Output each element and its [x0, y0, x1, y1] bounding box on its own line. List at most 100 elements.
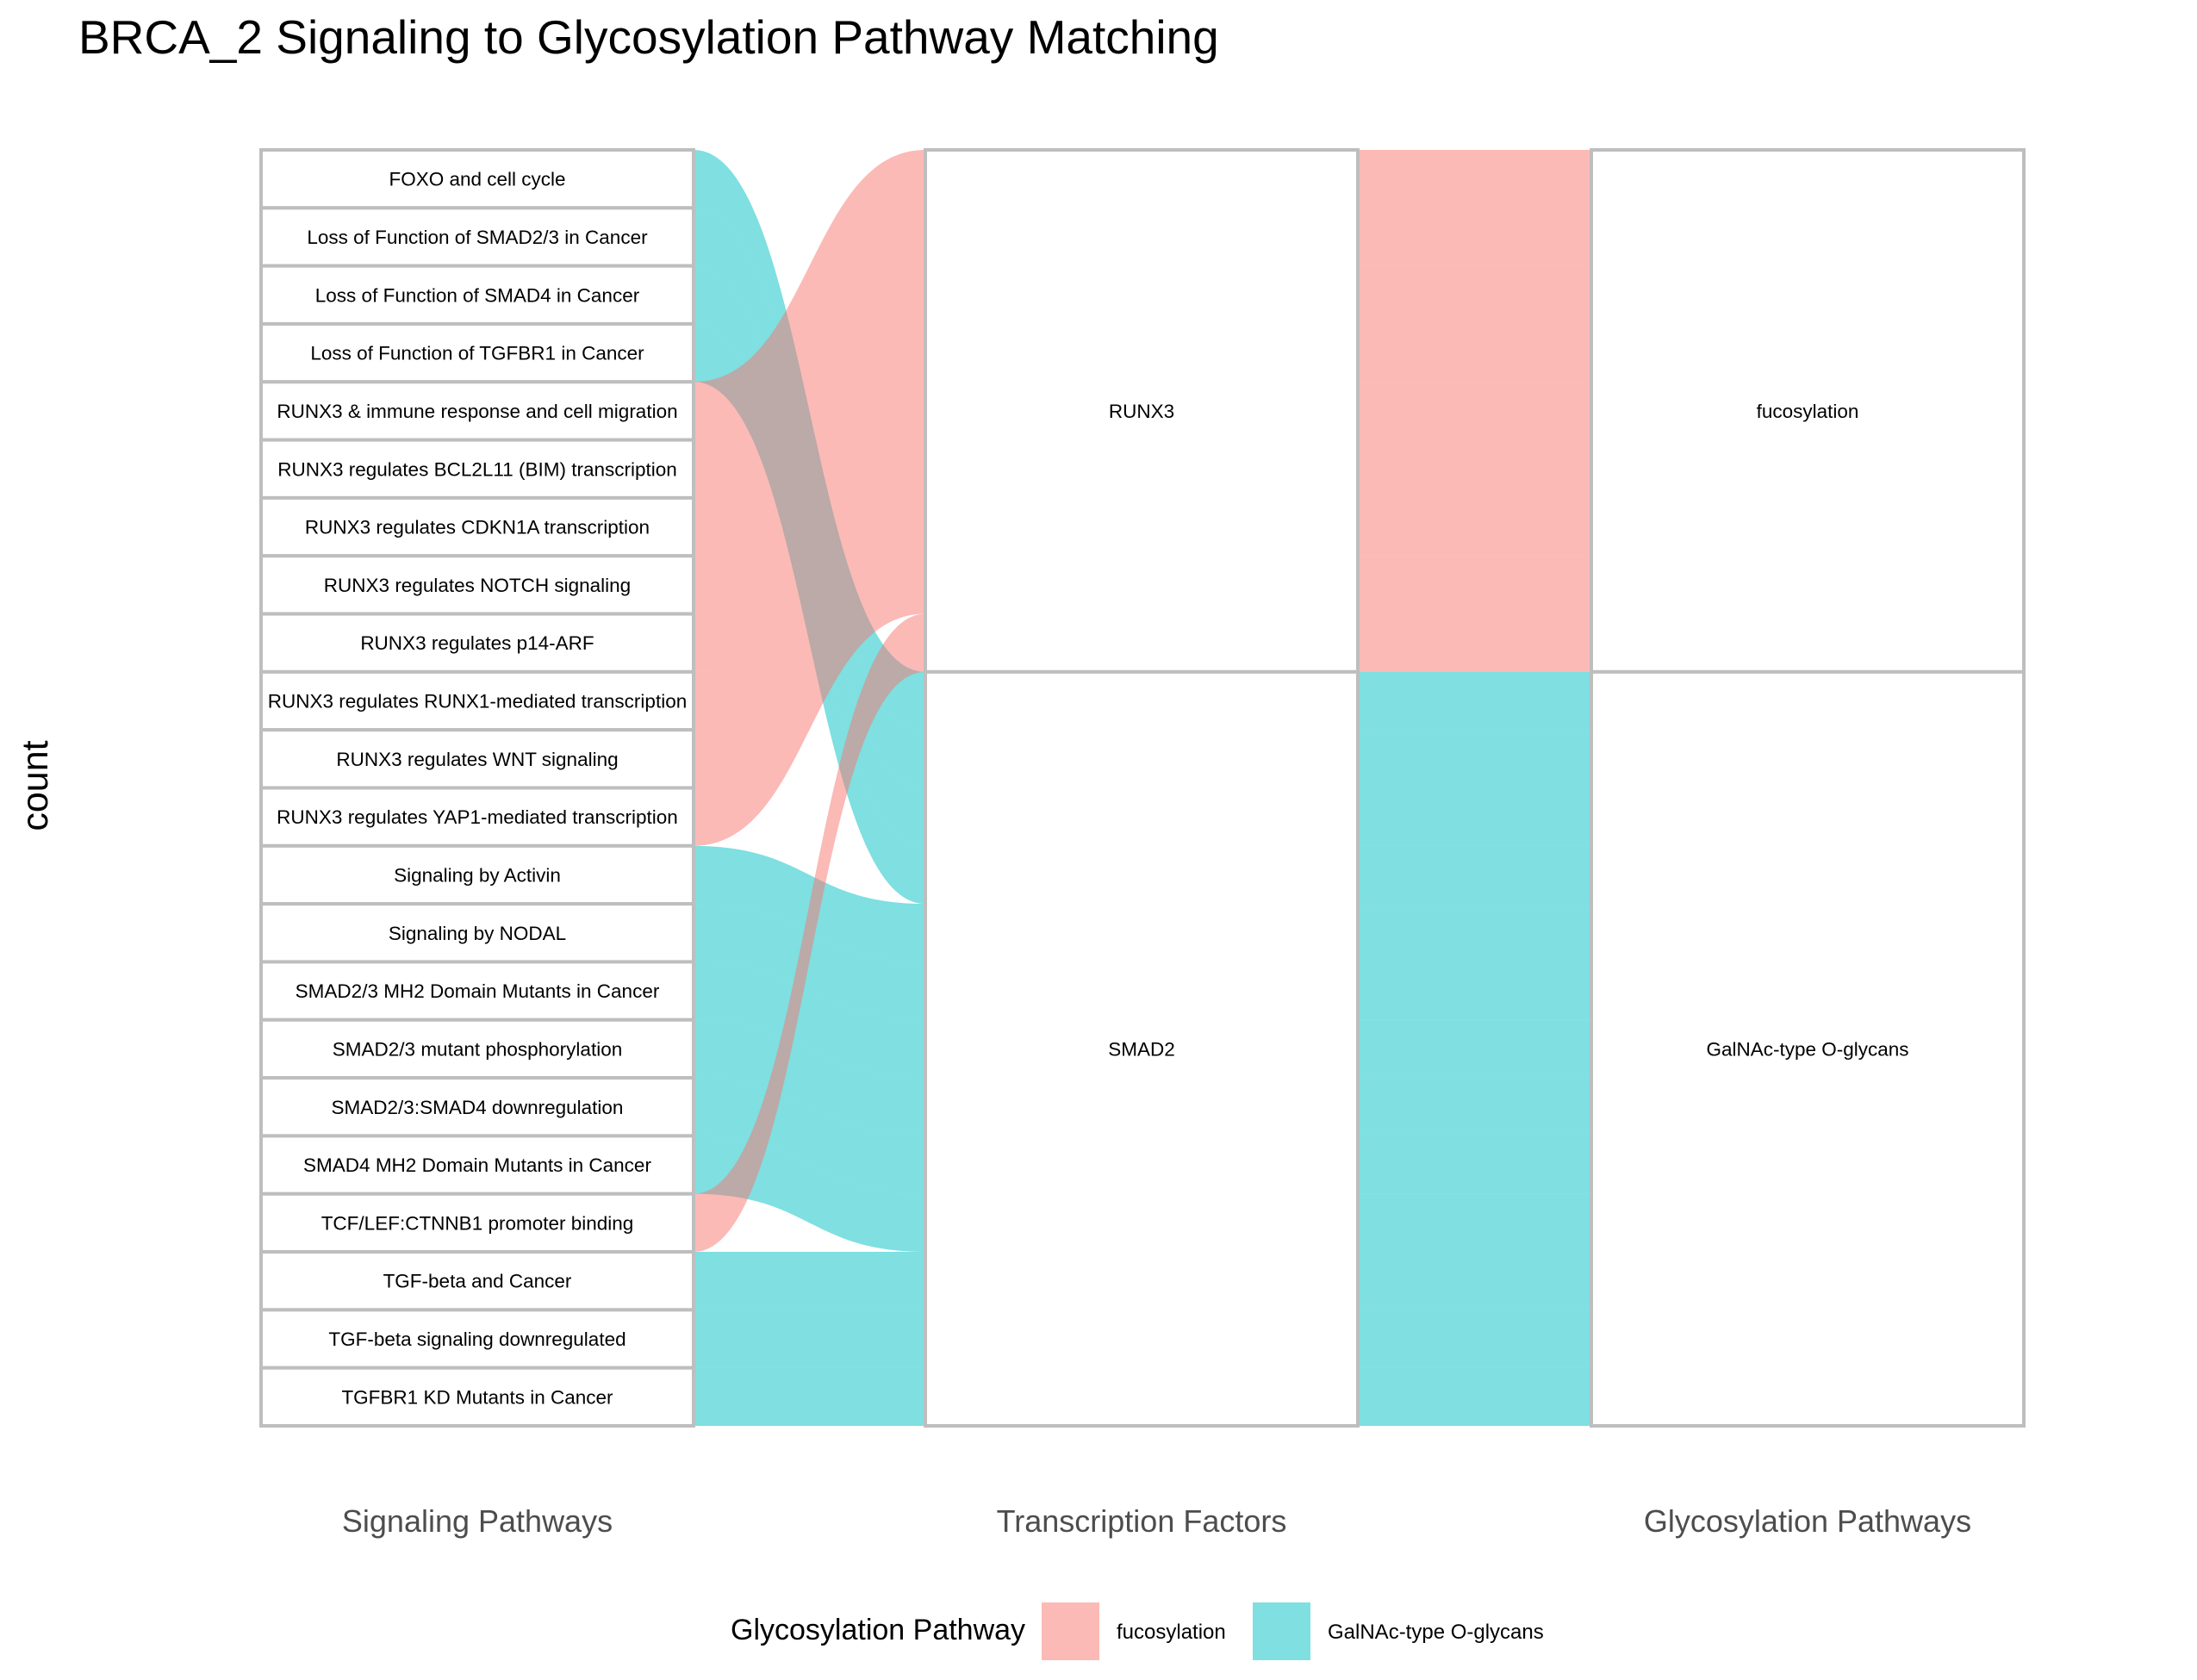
signaling-box-runx3-immune-response-and-cell-migration: [259, 380, 695, 442]
flow-smad2-to-galnac-type-o-glycans: [1358, 730, 1591, 788]
legend-title: Glycosylation Pathway: [731, 1614, 1025, 1646]
flow-tgf-beta-and-cancer-to-smad2: [694, 1252, 925, 1310]
signaling-label-runx3-immune-response-and-cell-migration: RUNX3 & immune response and cell migrati…: [277, 401, 677, 422]
flow-runx3-regulates-wnt-signaling-to-runx3: [694, 497, 925, 788]
flow-smad2-to-galnac-type-o-glycans: [1358, 1252, 1591, 1310]
flow-smad2-to-galnac-type-o-glycans: [1358, 1019, 1591, 1079]
flow-signaling-by-activin-to-smad2: [694, 845, 925, 962]
flow-runx3-regulates-p14-arf-to-runx3: [694, 382, 925, 672]
signaling-box-tgf-beta-and-cancer: [259, 1250, 695, 1312]
stratum-layer: FOXO and cell cycle Loss of Function of S…: [259, 148, 2026, 1428]
flows-layer: [694, 150, 1591, 1426]
signaling-label-smad2-3-mh2-domain-mutants-in-cancer: SMAD2/3 MH2 Domain Mutants in Cancer: [296, 980, 660, 1002]
signaling-label-loss-of-function-of-tgfbr1-in-cancer: Loss of Function of TGFBR1 in Cancer: [310, 343, 644, 364]
flow-runx3-to-fucosylation: [1358, 323, 1591, 383]
signaling-label-runx3-regulates-yap1-mediated-transcription: RUNX3 regulates YAP1-mediated transcript…: [277, 806, 678, 828]
signaling-label-runx3-regulates-runx1-mediated-transcription: RUNX3 regulates RUNX1-mediated transcrip…: [268, 691, 687, 712]
signaling-box-tgfbr1-kd-mutants-in-cancer: [259, 1366, 695, 1428]
x-axis-label-glycosylation-pathways: Glycosylation Pathways: [1644, 1503, 1971, 1539]
flow-tcf-lef-ctnnb1-promoter-binding-to-runx3: [694, 613, 925, 1253]
flow-smad2-to-galnac-type-o-glycans: [1358, 1193, 1591, 1253]
flow-tgfbr1-kd-mutants-in-cancer-to-smad2: [694, 1367, 925, 1426]
signaling-box-loss-of-function-of-smad2-3-in-cancer: [259, 206, 695, 268]
signaling-label-loss-of-function-of-smad4-in-cancer: Loss of Function of SMAD4 in Cancer: [315, 284, 640, 306]
signaling-box-tgf-beta-signaling-downregulated: [259, 1308, 695, 1370]
signaling-label-smad2-3-smad4-downregulation: SMAD2/3:SMAD4 downregulation: [332, 1097, 624, 1118]
flow-smad2-to-galnac-type-o-glycans: [1358, 1078, 1591, 1136]
signaling-label-signaling-by-nodal: Signaling by NODAL: [389, 923, 566, 944]
chart-title: BRCA_2 Signaling to Glycosylation Pathwa…: [78, 10, 1219, 64]
flow-smad2-3-smad4-downregulation-to-smad2: [694, 1078, 925, 1194]
tf-box-smad2: [924, 669, 1360, 1428]
signaling-box-smad2-3-mutant-phosphorylation: [259, 1017, 695, 1080]
signaling-label-smad4-mh2-domain-mutants-in-cancer: SMAD4 MH2 Domain Mutants in Cancer: [303, 1154, 651, 1176]
flow-runx3-immune-response-and-cell-migration-to-runx3: [694, 150, 925, 440]
flow-smad2-3-mh2-domain-mutants-in-cancer-to-smad2: [694, 961, 925, 1079]
flow-runx3-regulates-cdkn1a-transcription-to-runx3: [694, 265, 925, 557]
flow-runx3-to-fucosylation: [1358, 265, 1591, 324]
flow-smad2-to-galnac-type-o-glycans: [1358, 904, 1591, 962]
signaling-label-runx3-regulates-bcl2l11-bim-transcription: RUNX3 regulates BCL2L11 (BIM) transcript…: [277, 458, 677, 480]
signaling-label-runx3-regulates-wnt-signaling: RUNX3 regulates WNT signaling: [336, 749, 618, 770]
glyco-box-fucosylation: [1590, 148, 2026, 674]
flow-smad2-to-galnac-type-o-glycans: [1358, 845, 1591, 905]
signaling-box-runx3-regulates-yap1-mediated-transcription: [259, 786, 695, 848]
flow-smad2-to-galnac-type-o-glycans: [1358, 1367, 1591, 1426]
signaling-label-runx3-regulates-p14-arf: RUNX3 regulates p14-ARF: [360, 632, 594, 654]
flow-runx3-to-fucosylation: [1358, 439, 1591, 498]
signaling-box-foxo-and-cell-cycle: [259, 148, 695, 210]
flow-smad2-to-galnac-type-o-glycans: [1358, 671, 1591, 731]
signaling-box-signaling-by-activin: [259, 843, 695, 906]
signaling-label-runx3-regulates-notch-signaling: RUNX3 regulates NOTCH signaling: [324, 575, 631, 596]
signaling-label-foxo-and-cell-cycle: FOXO and cell cycle: [389, 169, 565, 190]
signaling-box-runx3-regulates-bcl2l11-bim-transcription: [259, 438, 695, 500]
flow-tgf-beta-signaling-downregulated-to-smad2: [694, 1310, 925, 1368]
axis-labels: Signaling Pathways Transcription Factors G…: [342, 1503, 1971, 1539]
legend-label-galnac-type-o-glycans: GalNAc-type O-glycans: [1328, 1621, 1544, 1644]
glyco-label-galnac-type-o-glycans: GalNAc-type O-glycans: [1706, 1038, 1908, 1060]
signaling-box-smad2-3-smad4-downregulation: [259, 1076, 695, 1138]
flow-runx3-to-fucosylation: [1358, 497, 1591, 557]
flow-runx3-to-fucosylation: [1358, 556, 1591, 614]
flow-runx3-regulates-runx1-mediated-transcription-to-runx3: [694, 439, 925, 731]
signaling-label-runx3-regulates-cdkn1a-transcription: RUNX3 regulates CDKN1A transcription: [305, 517, 650, 538]
legend: Glycosylation Pathway fucosylation GalNAc-…: [731, 1602, 1544, 1660]
signaling-label-tgfbr1-kd-mutants-in-cancer: TGFBR1 KD Mutants in Cancer: [341, 1386, 613, 1408]
tf-label-runx3: RUNX3: [1109, 401, 1174, 422]
flow-runx3-regulates-bcl2l11-bim-transcription-to-runx3: [694, 208, 925, 498]
flow-runx3-to-fucosylation: [1358, 150, 1591, 208]
x-axis-label-transcription-factors: Transcription Factors: [997, 1503, 1287, 1539]
signaling-label-smad2-3-mutant-phosphorylation: SMAD2/3 mutant phosphorylation: [333, 1038, 622, 1060]
signaling-label-loss-of-function-of-smad2-3-in-cancer: Loss of Function of SMAD2/3 in Cancer: [307, 227, 648, 248]
y-axis-label: count: [15, 740, 56, 831]
flow-smad2-to-galnac-type-o-glycans: [1358, 961, 1591, 1020]
signaling-label-signaling-by-activin: Signaling by Activin: [394, 864, 561, 886]
tf-box-runx3: [924, 148, 1360, 674]
tf-label-smad2: SMAD2: [1108, 1038, 1175, 1060]
glyco-box-galnac-type-o-glycans: [1590, 669, 2026, 1428]
signaling-box-smad4-mh2-domain-mutants-in-cancer: [259, 1134, 695, 1196]
flow-runx3-to-fucosylation: [1358, 208, 1591, 266]
glyco-label-fucosylation: fucosylation: [1757, 401, 1859, 422]
legend-label-fucosylation: fucosylation: [1117, 1621, 1226, 1644]
legend-key-fucosylation: [1042, 1602, 1099, 1660]
flow-smad2-3-mutant-phosphorylation-to-smad2: [694, 1019, 925, 1136]
flow-runx3-regulates-notch-signaling-to-runx3: [694, 323, 925, 614]
flow-runx3-to-fucosylation: [1358, 613, 1591, 672]
signaling-box-smad2-3-mh2-domain-mutants-in-cancer: [259, 960, 695, 1022]
signaling-label-tgf-beta-and-cancer: TGF-beta and Cancer: [383, 1271, 572, 1292]
flow-smad2-to-galnac-type-o-glycans: [1358, 1310, 1591, 1368]
flow-runx3-to-fucosylation: [1358, 382, 1591, 440]
flow-signaling-by-nodal-to-smad2: [694, 904, 925, 1020]
x-axis-label-signaling-pathways: Signaling Pathways: [342, 1503, 613, 1539]
signaling-box-runx3-regulates-wnt-signaling: [259, 728, 695, 790]
signaling-box-signaling-by-nodal: [259, 902, 695, 964]
flow-smad2-to-galnac-type-o-glycans: [1358, 1136, 1591, 1194]
signaling-box-tcf-lef-ctnnb1-promoter-binding: [259, 1192, 695, 1254]
flow-runx3-regulates-yap1-mediated-transcription-to-runx3: [694, 556, 925, 846]
signaling-label-tgf-beta-signaling-downregulated: TGF-beta signaling downregulated: [328, 1328, 625, 1350]
signaling-label-tcf-lef-ctnnb1-promoter-binding: TCF/LEF:CTNNB1 promoter binding: [321, 1212, 634, 1234]
legend-key-galnac-type-o-glycans: [1253, 1602, 1310, 1660]
flow-smad2-to-galnac-type-o-glycans: [1358, 787, 1591, 846]
